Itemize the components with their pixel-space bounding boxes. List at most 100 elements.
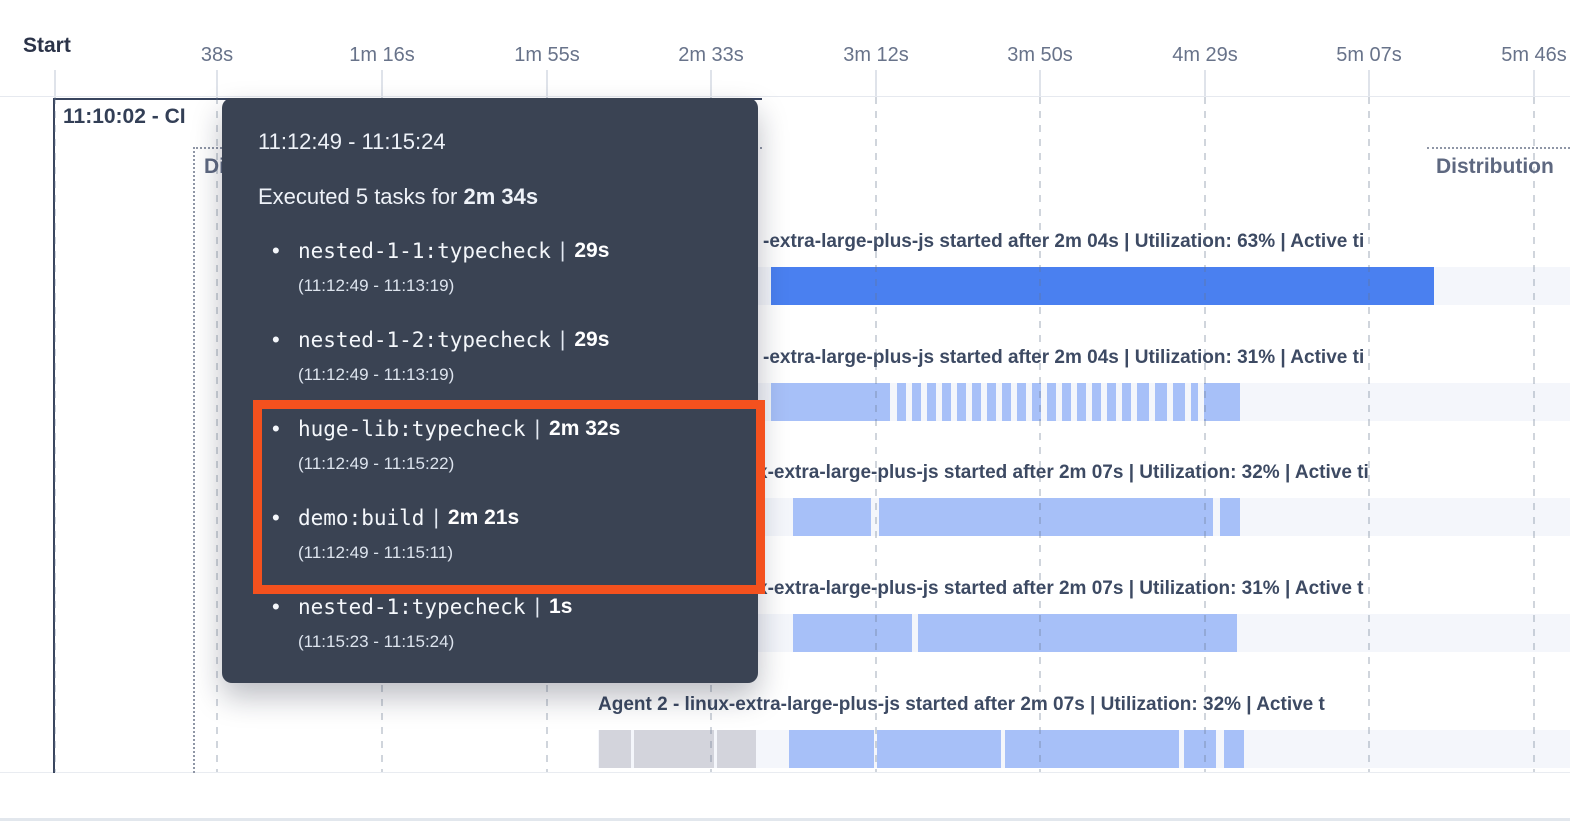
task-bar-segment[interactable] xyxy=(877,730,1001,768)
task-bar-segment[interactable] xyxy=(927,383,936,421)
tooltip-task-time: (11:12:49 - 11:15:11) xyxy=(298,543,453,562)
task-tooltip-content: 11:12:49 - 11:15:24 Executed 5 tasks for… xyxy=(222,98,758,654)
axis-tick-mark xyxy=(1533,70,1535,96)
tooltip-task-duration: 29s xyxy=(574,328,610,351)
task-bar-segment[interactable] xyxy=(1184,730,1216,768)
tooltip-task-item: • nested-1-2:typecheck | 29s (11:12:49 - 11:… xyxy=(272,325,728,387)
time-axis: Start 38s 1m 16s 1m 55s 2m 33s 3m 12s 3m 50s 4… xyxy=(0,0,1570,96)
agent-row-label: x-extra-large-plus-js started after 2m 0… xyxy=(757,578,1364,599)
task-bar-segment[interactable] xyxy=(1092,383,1101,421)
axis-tick-mark xyxy=(1204,70,1206,96)
tooltip-task-item: • huge-lib:typecheck | 2m 32s (11:12:49 - 11… xyxy=(272,414,728,476)
task-bar-segment[interactable] xyxy=(879,498,1213,536)
distribution-annotation-left-label: Di xyxy=(204,155,225,178)
tooltip-task-separator: | xyxy=(559,328,566,351)
bullet-icon: • xyxy=(272,327,280,352)
tooltip-task-time: (11:12:49 - 11:13:19) xyxy=(298,365,455,384)
task-bar-segment[interactable] xyxy=(789,730,874,768)
axis-tick-label: 5m 46s xyxy=(1501,44,1567,66)
tooltip-summary-duration: 2m 34s xyxy=(463,184,539,209)
task-bar-segment[interactable] xyxy=(1032,383,1041,421)
axis-tick-mark xyxy=(381,70,383,96)
axis-tick-label: 5m 07s xyxy=(1336,44,1402,66)
task-bar-segment[interactable] xyxy=(912,383,921,421)
tooltip-task-duration: 1s xyxy=(549,595,573,618)
task-bar-segment[interactable] xyxy=(717,730,756,768)
time-gridline xyxy=(1204,97,1206,772)
tooltip-summary-prefix: Executed 5 tasks for xyxy=(258,184,458,209)
bullet-icon: • xyxy=(272,238,280,263)
tooltip-task-name: huge-lib:typecheck xyxy=(298,417,526,441)
tooltip-task-separator: | xyxy=(433,506,439,529)
task-bar-segment[interactable] xyxy=(793,614,912,652)
axis-tick-label: 1m 16s xyxy=(349,44,415,66)
tooltip-task-name-line: • huge-lib:typecheck | 2m 32s xyxy=(272,414,728,444)
ci-run-label: 11:10:02 - CI xyxy=(63,105,186,128)
task-bar-segment[interactable] xyxy=(918,614,1237,652)
task-bar-segment[interactable] xyxy=(1173,383,1185,421)
axis-tick-mark xyxy=(1039,70,1041,96)
task-bar-segment[interactable] xyxy=(942,383,951,421)
tooltip-task-time: (11:15:23 - 11:15:24) xyxy=(298,632,455,651)
axis-tick-label: 38s xyxy=(200,44,234,66)
task-bar-segment[interactable] xyxy=(987,383,996,421)
axis-tick-mark xyxy=(216,70,218,96)
time-gridline xyxy=(1368,97,1370,772)
task-bar-segment[interactable] xyxy=(1155,383,1167,421)
task-bar-segment[interactable] xyxy=(771,383,890,421)
task-bar-segment[interactable] xyxy=(1047,383,1056,421)
tooltip-task-name: nested-1-2:typecheck xyxy=(298,328,551,352)
distribution-annotation-right: Distribution xyxy=(1427,147,1570,209)
tooltip-task-time: (11:12:49 - 11:13:19) xyxy=(298,276,455,295)
task-bar-segment[interactable] xyxy=(1220,498,1240,536)
bullet-icon: • xyxy=(272,416,280,441)
chart-bottom-border xyxy=(0,772,1570,773)
axis-tick-label: 1m 55s xyxy=(514,44,580,66)
agent-row-label: -extra-large-plus-js started after 2m 04… xyxy=(763,231,1365,252)
tooltip-task-name-line: • nested-1-2:typecheck | 29s xyxy=(272,325,728,355)
task-bar-segment[interactable] xyxy=(1062,383,1071,421)
task-bar-segment[interactable] xyxy=(793,498,871,536)
axis-tick-label: 2m 33s xyxy=(678,44,744,66)
task-bar-segment[interactable] xyxy=(972,383,981,421)
distribution-annotation-right-label: Distribution xyxy=(1436,155,1554,178)
axis-tick-label: 3m 12s xyxy=(843,44,909,66)
axis-tick-mark xyxy=(1368,70,1370,96)
agent-row-label: x-extra-large-plus-js started after 2m 0… xyxy=(757,462,1369,483)
task-bar-segment[interactable] xyxy=(897,383,906,421)
task-bar-segment[interactable] xyxy=(1017,383,1026,421)
time-gridline xyxy=(1533,97,1535,772)
task-bar-segment[interactable] xyxy=(599,730,631,768)
tooltip-time-range: 11:12:49 - 11:15:24 xyxy=(258,129,446,154)
task-bar-segment[interactable] xyxy=(1005,730,1179,768)
axis-tick-label: 4m 29s xyxy=(1172,44,1238,66)
task-bar-segment[interactable] xyxy=(1107,383,1116,421)
task-bar-segment[interactable] xyxy=(957,383,966,421)
tooltip-task-separator: | xyxy=(534,595,541,618)
task-bar-segment[interactable] xyxy=(1077,383,1086,421)
tooltip-task-name-line: • nested-1:typecheck | 1s xyxy=(272,592,728,622)
task-tooltip: 11:12:49 - 11:15:24 Executed 5 tasks for… xyxy=(222,98,765,683)
task-bar-segment[interactable] xyxy=(1191,383,1198,421)
agent-row-label: Agent 2 - linux-extra-large-plus-js star… xyxy=(598,694,1325,715)
tooltip-task-duration: 2m 32s xyxy=(549,417,621,440)
task-bar-segment[interactable] xyxy=(1204,383,1240,421)
tooltip-task-name-line: • demo:build | 2m 21s xyxy=(272,503,728,533)
tooltip-task-item: • demo:build | 2m 21s (11:12:49 - 11:15:11) xyxy=(272,503,728,565)
tooltip-task-list: • nested-1-1:typecheck | 29s (11:12:49 - 11:… xyxy=(258,236,728,654)
task-bar-segment[interactable] xyxy=(771,267,1434,305)
tooltip-summary: Executed 5 tasks for 2m 34s xyxy=(258,183,728,211)
tooltip-task-duration: 29s xyxy=(574,239,610,262)
task-bar-segment[interactable] xyxy=(1137,383,1149,421)
tooltip-task-name-line: • nested-1-1:typecheck | 29s xyxy=(272,236,728,266)
bullet-icon: • xyxy=(272,594,280,619)
task-bar-segment[interactable] xyxy=(1224,730,1244,768)
task-bar-segment[interactable] xyxy=(1122,383,1131,421)
task-bar-segment[interactable] xyxy=(1002,383,1011,421)
section-separator-line xyxy=(0,818,1570,821)
time-gridline xyxy=(1039,97,1041,772)
task-bar-segment[interactable] xyxy=(634,730,714,768)
agent-row-label: -extra-large-plus-js started after 2m 04… xyxy=(763,347,1365,368)
tooltip-task-item: • nested-1-1:typecheck | 29s (11:12:49 - 11:… xyxy=(272,236,728,298)
axis-tick-mark xyxy=(710,70,712,96)
